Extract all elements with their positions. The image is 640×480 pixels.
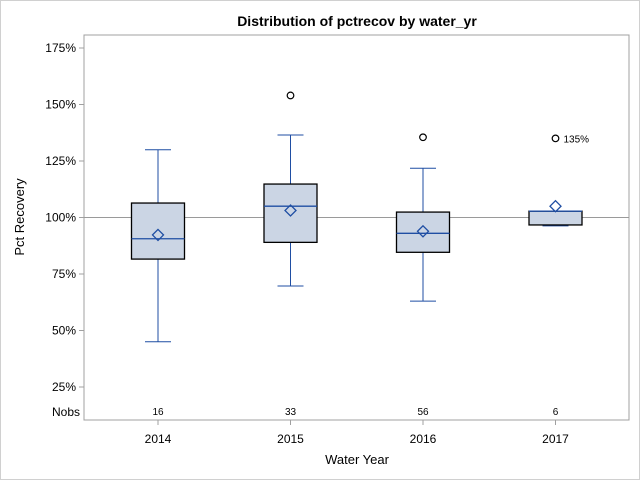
nobs-value: 56 [417, 407, 429, 418]
nobs-value: 33 [285, 407, 297, 418]
y-tick-label: 150% [45, 98, 76, 112]
y-tick-label: 175% [45, 41, 76, 55]
box-iqr [130, 202, 186, 260]
nobs-value: 6 [553, 407, 559, 418]
nobs-label: Nobs [52, 405, 80, 419]
x-tick-label: 2015 [277, 432, 304, 446]
chart-title: Distribution of pctrecov by water_yr [237, 13, 477, 29]
outlier-point [286, 91, 295, 100]
x-tick-label: 2016 [410, 432, 437, 446]
outlier-point [419, 133, 427, 142]
y-tick-label: 50% [52, 324, 76, 338]
y-tick-label: 100% [45, 211, 76, 225]
mean-marker [416, 224, 430, 238]
y-axis-label: Pct Recovery [12, 178, 27, 256]
box-iqr [395, 211, 451, 253]
mean-marker [284, 204, 297, 217]
x-tick-label: 2017 [542, 432, 569, 446]
y-tick-label: 75% [52, 267, 76, 281]
plot-frame [83, 34, 630, 421]
box-iqr [263, 183, 318, 244]
y-tick-label: 125% [45, 154, 76, 168]
outlier-label: 135% [564, 134, 590, 145]
x-axis-label: Water Year [325, 452, 390, 467]
outlier-point [551, 134, 560, 143]
mean-marker [151, 228, 165, 242]
box-iqr [528, 210, 583, 226]
x-tick-label: 2014 [145, 432, 172, 446]
mean-marker [549, 199, 562, 213]
nobs-value: 16 [152, 407, 164, 418]
y-tick-label: 25% [52, 380, 76, 394]
